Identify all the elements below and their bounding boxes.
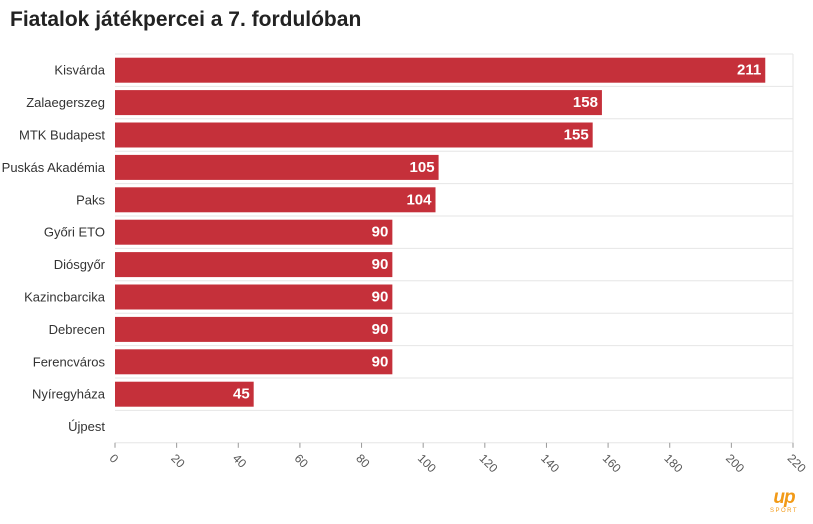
bar-value-label: 90 [372,353,389,370]
category-label: Diósgyőr [54,257,106,272]
category-label: Zalaegerszeg [26,95,105,110]
category-label: Nyíregyháza [32,387,106,402]
category-label: Újpest [68,419,105,434]
bar [115,187,436,213]
bar-value-label: 155 [564,127,589,144]
category-label: MTK Budapest [19,128,105,143]
bar-value-label: 45 [233,386,250,403]
bar-value-label: 90 [372,256,389,273]
category-label: Debrecen [49,322,105,337]
x-tick-label: 40 [230,451,250,471]
x-tick-label: 220 [785,451,809,475]
bar-value-label: 104 [406,191,432,208]
x-tick-label: 200 [723,451,747,475]
x-tick-label: 180 [661,451,685,475]
x-tick-label: 0 [107,451,122,466]
bar [115,90,602,116]
x-tick-label: 120 [476,451,500,475]
x-tick-label: 140 [538,451,562,475]
category-label: Győri ETO [44,225,105,240]
bar-value-label: 90 [372,321,389,338]
brand-logo: up SPORT [767,488,801,514]
x-tick-label: 160 [600,451,624,475]
bar-value-label: 90 [372,224,389,241]
category-label: Kazincbarcika [24,290,106,305]
x-tick-label: 20 [168,451,188,471]
category-label: Ferencváros [33,354,106,369]
category-label: Paks [76,192,105,207]
bar [115,381,254,407]
bar [115,349,393,375]
bar [115,219,393,245]
bar [115,122,593,148]
bar-value-label: 105 [410,159,435,176]
bar-value-label: 211 [737,62,761,79]
bar-value-label: 158 [573,94,598,111]
category-label: Puskás Akadémia [2,160,106,175]
bar [115,316,393,342]
logo-sub-text: SPORT [769,508,799,514]
bar [115,252,393,278]
x-tick-label: 100 [415,451,439,475]
bar [115,154,439,180]
x-tick-label: 60 [292,451,312,471]
bar [115,57,766,83]
bar-value-label: 90 [372,289,389,306]
logo-main-text: up [773,487,795,508]
chart-title: Fiatalok játékpercei a 7. fordulóban [10,8,362,31]
bar [115,284,393,310]
x-tick-label: 80 [353,451,373,471]
category-label: Kisvárda [54,63,105,78]
